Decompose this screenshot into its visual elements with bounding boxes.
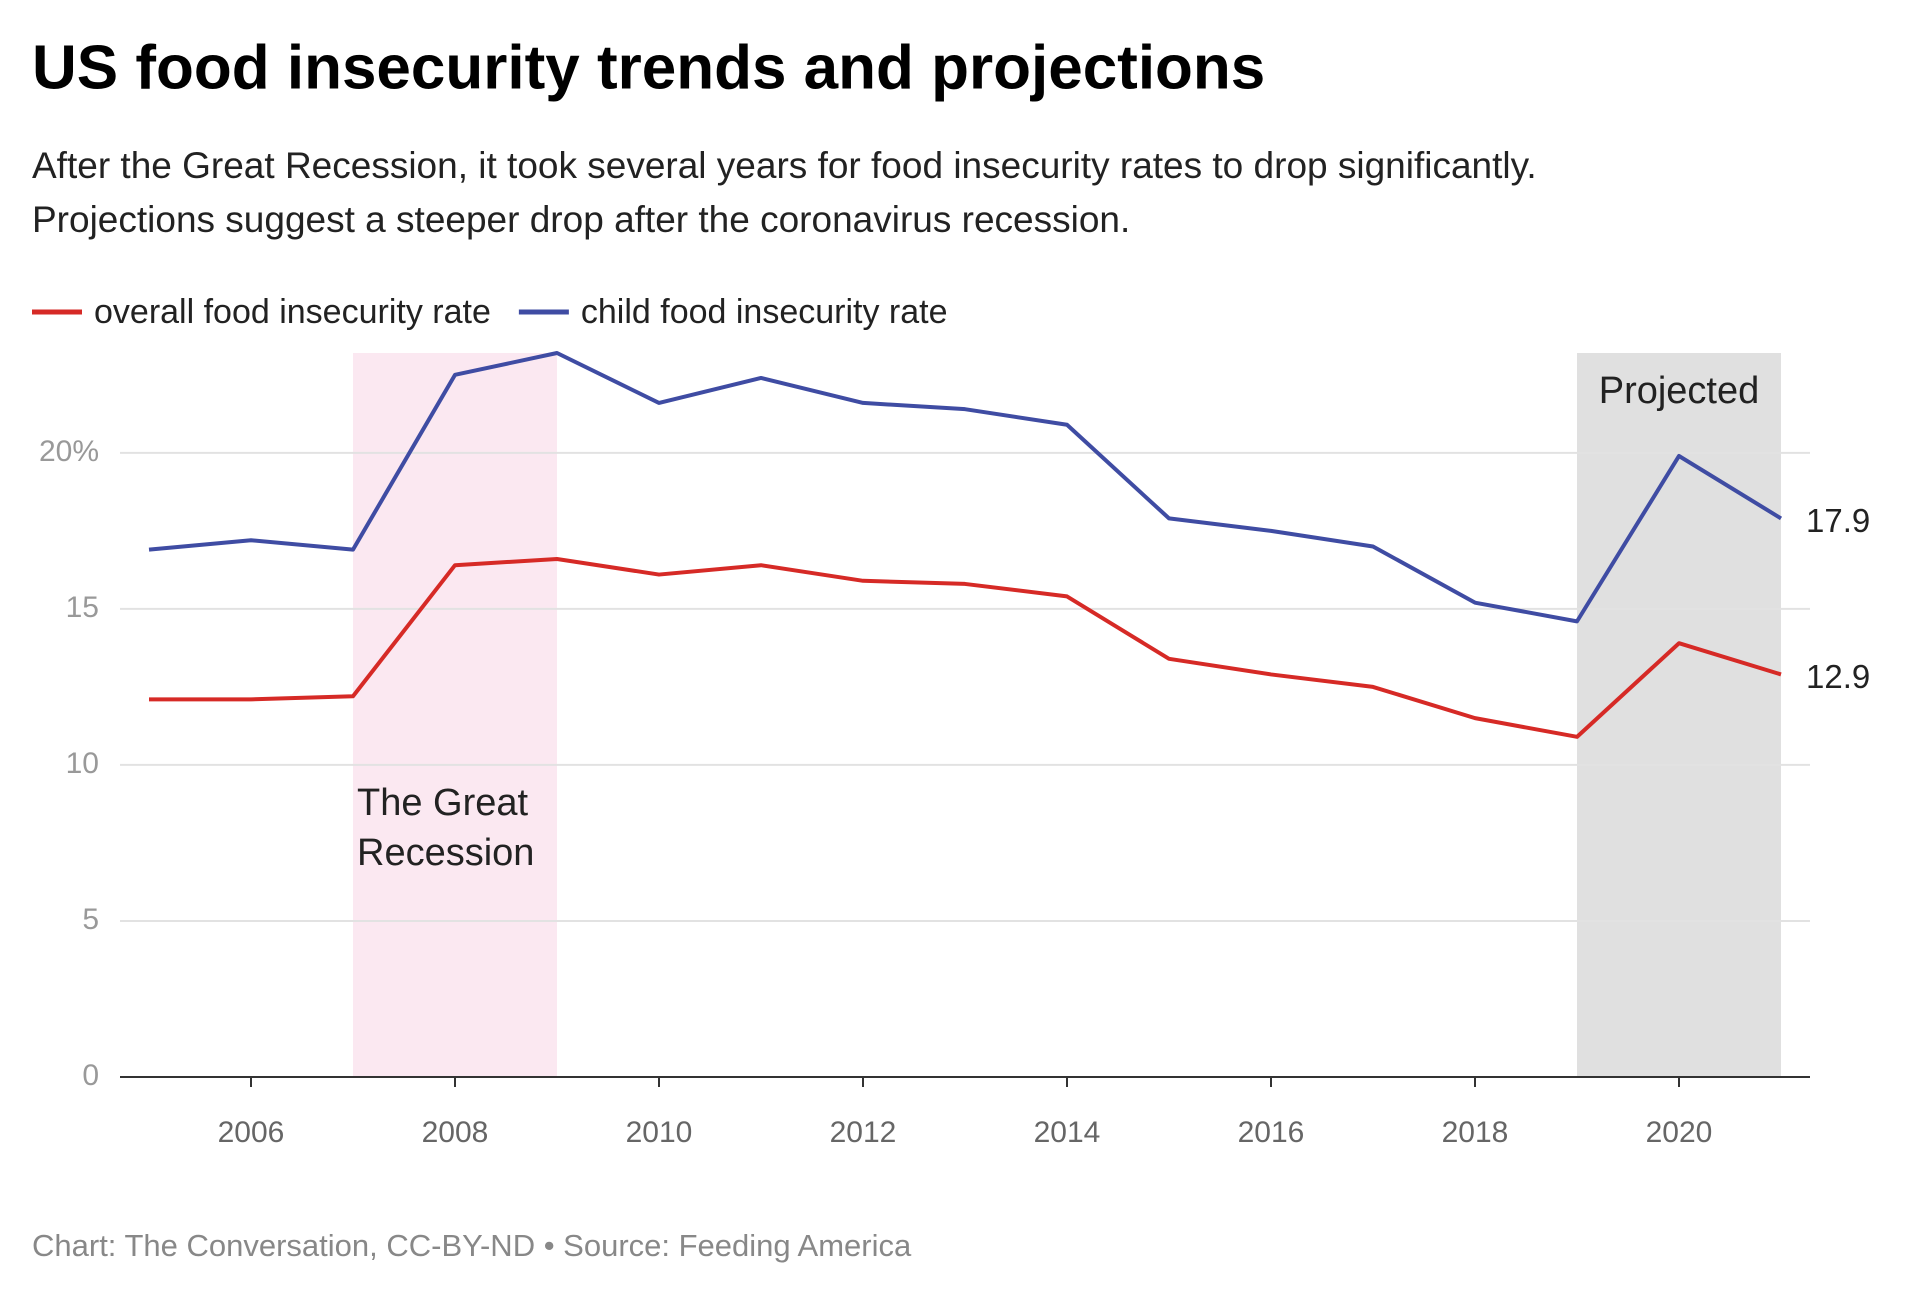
- y-tick-label: 15: [66, 591, 99, 624]
- x-tick-label: 2006: [218, 1116, 285, 1149]
- chart-subtitle: After the Great Recession, it took sever…: [32, 145, 1537, 186]
- x-tick-label: 2020: [1646, 1116, 1713, 1149]
- background-layer: [353, 353, 1781, 1077]
- y-tick-label: 20%: [39, 435, 99, 468]
- end-value-label: 17.9: [1806, 502, 1870, 539]
- region-label: Projected: [1599, 370, 1760, 412]
- chart-footer: Chart: The Conversation, CC-BY-ND • Sour…: [32, 1228, 912, 1263]
- y-tick-label: 0: [82, 1059, 99, 1092]
- y-tick-label: 10: [66, 747, 99, 780]
- x-tick-label: 2018: [1442, 1116, 1509, 1149]
- x-tick-label: 2008: [422, 1116, 489, 1149]
- shaded-region: [353, 353, 557, 1077]
- legend-label: overall food insecurity rate: [94, 293, 491, 331]
- series-line: [149, 556, 1782, 739]
- y-tick-label: 5: [82, 903, 99, 936]
- end-value-label: 12.9: [1806, 658, 1870, 695]
- x-tick-label: 2016: [1238, 1116, 1305, 1149]
- x-tick-label: 2012: [830, 1116, 897, 1149]
- chart-title: US food insecurity trends and projection…: [32, 33, 1265, 102]
- x-tick-label: 2010: [626, 1116, 693, 1149]
- legend-label: child food insecurity rate: [581, 293, 948, 331]
- x-tick-label: 2014: [1034, 1116, 1101, 1149]
- region-label: Recession: [357, 832, 534, 874]
- chart-subtitle: Projections suggest a steeper drop after…: [32, 199, 1130, 240]
- shaded-region: [1577, 353, 1781, 1077]
- series-line: [148, 351, 1783, 624]
- region-label: The Great: [357, 782, 529, 824]
